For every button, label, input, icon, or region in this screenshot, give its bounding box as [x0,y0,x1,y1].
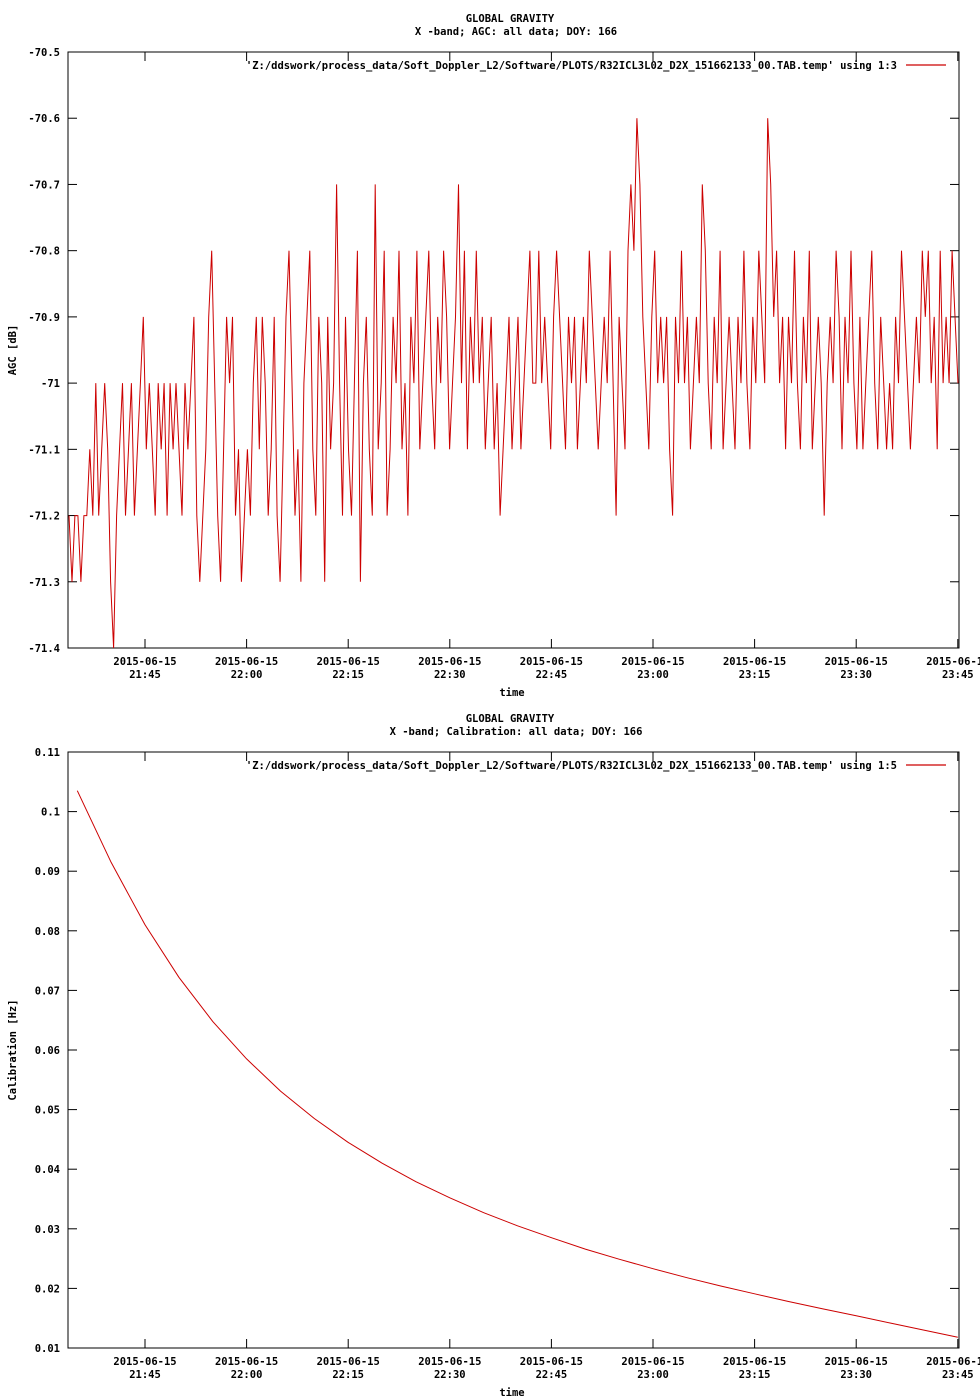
y-tick-label: 0.11 [35,747,60,759]
x-tick-label-time: 23:30 [840,669,872,681]
x-tick-label-time: 23:45 [942,1369,974,1381]
y-tick-label: 0.06 [35,1045,60,1057]
y-tick-label: 0.02 [35,1283,60,1295]
agc-chart-title: GLOBAL GRAVITY [466,13,555,25]
y-tick-label: -70.9 [28,312,60,324]
calibration-legend-label: 'Z:/ddswork/process_data/Soft_Doppler_L2… [246,760,897,772]
calibration-legend: 'Z:/ddswork/process_data/Soft_Doppler_L2… [246,760,946,772]
x-tick-label-time: 23:00 [637,1369,669,1381]
y-tick-label: 0.03 [35,1224,60,1236]
x-tick-label-date: 2015-06-15 [621,656,684,668]
agc-series [68,118,959,649]
calibration-chart-title: GLOBAL GRAVITY [466,713,555,725]
y-tick-label: 0.01 [35,1343,60,1355]
x-tick-label-date: 2015-06-15 [926,1356,980,1368]
x-tick-label-time: 21:45 [129,1369,161,1381]
series-line [76,790,958,1338]
y-tick-label: 0.07 [35,985,60,997]
x-tick-label-date: 2015-06-15 [520,1356,583,1368]
x-tick-label-time: 22:45 [536,669,568,681]
calibration-y-ticks: 0.11 0.1 0.09 0.08 0.07 0.06 0.05 0.04 0.03 0.02 0… [35,747,959,1355]
x-tick-label-date: 2015-06-15 [723,656,786,668]
x-tick-label-time: 22:15 [332,669,364,681]
y-tick-label: -70.7 [28,179,60,191]
y-tick-label: 0.04 [35,1164,60,1176]
x-tick-label-time: 23:45 [942,669,974,681]
y-tick-label: -70.6 [28,113,60,125]
agc-y-axis-label: AGC [dB] [7,325,19,376]
calibration-chart-subtitle: X -band; Calibration: all data; DOY: 166 [390,726,643,738]
y-tick-label: -70.5 [28,47,60,59]
x-tick-label-date: 2015-06-15 [317,656,380,668]
y-tick-label: 0.1 [41,807,60,819]
agc-legend-label: 'Z:/ddswork/process_data/Soft_Doppler_L2… [246,60,897,72]
y-tick-label: 0.08 [35,926,60,938]
calibration-series [76,790,958,1338]
x-tick-label-date: 2015-06-15 [825,656,888,668]
x-tick-label-date: 2015-06-15 [621,1356,684,1368]
agc-x-ticks: 2015-06-1521:452015-06-1522:002015-06-15… [113,52,980,681]
x-tick-label-time: 22:00 [231,1369,263,1381]
calibration-x-ticks: 2015-06-1521:452015-06-1522:002015-06-15… [113,752,980,1381]
y-tick-label: -71.3 [28,577,60,589]
agc-legend: 'Z:/ddswork/process_data/Soft_Doppler_L2… [246,60,946,72]
series-line [68,118,959,649]
x-tick-label-date: 2015-06-15 [113,656,176,668]
calibration-y-axis-label: Calibration [Hz] [7,999,19,1100]
y-tick-label: -71 [41,378,60,390]
agc-chart-subtitle: X -band; AGC: all data; DOY: 166 [415,26,617,38]
x-tick-label-time: 22:30 [434,1369,466,1381]
x-tick-label-time: 21:45 [129,669,161,681]
y-tick-label: -71.1 [28,444,60,456]
x-tick-label-date: 2015-06-15 [825,1356,888,1368]
x-tick-label-date: 2015-06-15 [317,1356,380,1368]
x-tick-label-time: 23:15 [739,1369,771,1381]
agc-y-ticks: -70.5 -70.6 -70.7 -70.8 -70.9 -71 -71.1 -71.2 -7… [28,47,959,655]
x-tick-label-date: 2015-06-15 [520,656,583,668]
calibration-chart: GLOBAL GRAVITY X -band; Calibration: all… [7,713,980,1399]
x-tick-label-time: 23:00 [637,669,669,681]
x-tick-label-date: 2015-06-15 [215,656,278,668]
x-tick-label-time: 22:30 [434,669,466,681]
agc-chart: GLOBAL GRAVITY X -band; AGC: all data; D… [7,13,980,699]
x-tick-label-time: 23:15 [739,669,771,681]
y-tick-label: -71.4 [28,643,60,655]
x-tick-label-time: 22:15 [332,1369,364,1381]
x-tick-label-date: 2015-06-15 [926,656,980,668]
x-tick-label-date: 2015-06-15 [418,1356,481,1368]
y-tick-label: -71.2 [28,511,60,523]
calibration-plot-frame [67,751,960,1349]
x-tick-label-time: 23:30 [840,1369,872,1381]
y-tick-label: 0.09 [35,866,60,878]
agc-plot-frame [67,51,960,649]
x-tick-label-date: 2015-06-15 [418,656,481,668]
x-tick-label-date: 2015-06-15 [215,1356,278,1368]
y-tick-label: 0.05 [35,1105,60,1117]
x-tick-label-date: 2015-06-15 [723,1356,786,1368]
y-tick-label: -70.8 [28,246,60,258]
x-tick-label-time: 22:45 [536,1369,568,1381]
agc-x-axis-label: time [499,687,524,699]
x-tick-label-date: 2015-06-15 [113,1356,176,1368]
x-tick-label-time: 22:00 [231,669,263,681]
calibration-x-axis-label: time [499,1387,524,1399]
